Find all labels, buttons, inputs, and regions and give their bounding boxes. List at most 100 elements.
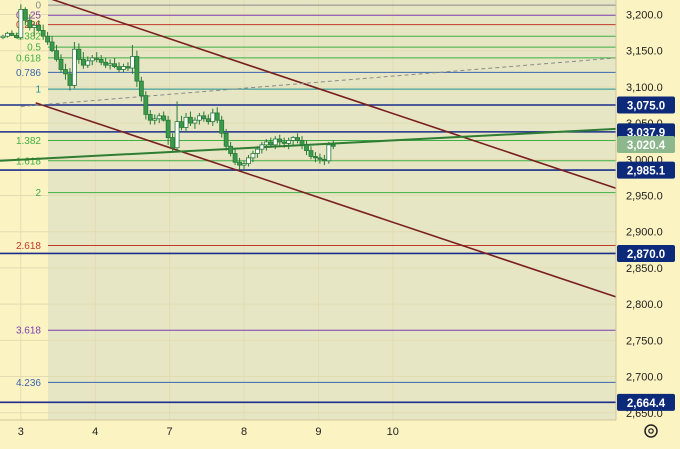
candle-body [321, 158, 327, 162]
candle [161, 111, 167, 122]
candle [272, 136, 278, 150]
candle [321, 154, 327, 166]
candle [250, 150, 256, 163]
price-level-label[interactable]: 2,985.1 [617, 161, 675, 179]
candles [0, 4, 336, 171]
candle-body [76, 48, 82, 60]
x-axis-background [0, 420, 616, 444]
fib-level-label: 1.382 [16, 136, 41, 147]
candle [183, 112, 189, 132]
price-level-label-box[interactable] [617, 244, 675, 262]
candle [89, 55, 95, 66]
candle [179, 115, 184, 131]
candle-body [18, 9, 24, 39]
current-price-label-box[interactable] [617, 136, 675, 154]
fib-level-label: 0 [35, 1, 41, 12]
candle-body [299, 140, 305, 146]
candle-body [165, 119, 171, 138]
channel-line[interactable] [35, 102, 617, 298]
candle [223, 128, 229, 151]
candle [174, 101, 180, 153]
fib-level-label: 0.125 [16, 11, 41, 22]
candle [143, 91, 149, 120]
candle [107, 59, 113, 70]
candle [67, 68, 73, 91]
candle-body [268, 141, 274, 146]
x-tick-label: 10 [387, 426, 399, 438]
candle-body [138, 80, 144, 96]
candle-body [232, 153, 238, 163]
y-tick-label: 3,150.0 [626, 46, 663, 58]
price-labels: 3,075.03,037.92,985.12,870.02,664.43,020… [617, 96, 675, 411]
price-level-label[interactable]: 3,075.0 [617, 96, 675, 114]
y-tick-label: 3,200.0 [626, 9, 663, 21]
candle-body [290, 137, 296, 141]
price-level-label[interactable]: 2,664.4 [617, 393, 675, 411]
candle-body [170, 137, 175, 149]
fib-level-label: 3.618 [16, 326, 41, 337]
candle-body [219, 119, 225, 134]
y-axis: 3,200.03,150.03,100.03,050.03,000.02,950… [615, 0, 680, 444]
y-tick-label: 2,700.0 [626, 372, 663, 384]
candle [63, 63, 68, 80]
fib-level-label: 1 [35, 85, 41, 96]
price-level-label-box[interactable] [617, 96, 675, 114]
candle [45, 31, 51, 45]
fib-level-label: 2.618 [16, 241, 41, 252]
candle [326, 141, 332, 164]
candle [299, 136, 305, 150]
price-level-label-text: 2,985.1 [627, 166, 666, 178]
candle [71, 42, 77, 89]
candle-body [317, 157, 323, 160]
price-levels [0, 104, 616, 404]
x-tick-label: 7 [167, 426, 173, 438]
price-level-label[interactable]: 2,870.0 [617, 244, 675, 262]
x-tick-label: 4 [92, 426, 98, 438]
candle-body [196, 115, 202, 121]
price-level-label-box[interactable] [617, 393, 675, 411]
fib-level-label: 0.786 [16, 68, 41, 79]
candle [94, 52, 100, 63]
candle-body [259, 144, 265, 150]
candle-body [228, 145, 234, 154]
candle [281, 137, 287, 148]
price-level-label-box[interactable] [617, 161, 675, 179]
current-price-label[interactable]: 3,020.4 [617, 136, 675, 154]
candle-body [94, 57, 100, 60]
candle-body [121, 66, 126, 70]
candle [27, 14, 33, 31]
candle [13, 32, 19, 39]
candle-body [134, 56, 140, 82]
candle-body [85, 60, 91, 66]
projection-line[interactable] [20, 57, 617, 107]
candle-body [107, 63, 113, 66]
candle-body [281, 141, 287, 144]
candle-body [250, 153, 256, 159]
candle [125, 62, 131, 71]
candle-body [27, 19, 33, 28]
candle [290, 136, 296, 147]
candle [36, 20, 42, 32]
candle-body [174, 121, 180, 149]
candle-body [263, 141, 269, 146]
y-tick-label: 2,800.0 [626, 299, 663, 311]
price-level-label-text: 3,075.0 [627, 101, 665, 113]
grid [0, 0, 616, 420]
channel-line[interactable] [43, 0, 617, 190]
candle-body [188, 116, 193, 124]
fib-level-label: 2 [35, 188, 41, 199]
gear-icon[interactable] [644, 424, 658, 438]
candle [112, 57, 117, 69]
candle-body [147, 114, 153, 121]
candle-body [31, 24, 37, 28]
candle-body [295, 137, 300, 141]
candle-body [71, 48, 77, 86]
price-level-label-text: 2,870.0 [627, 249, 665, 261]
candle [277, 134, 283, 147]
settings-button[interactable] [644, 424, 658, 438]
trend-lines [0, 0, 617, 298]
candle-body [255, 148, 260, 154]
y-tick-label: 2,850.0 [626, 263, 663, 275]
candle-body [116, 66, 122, 70]
